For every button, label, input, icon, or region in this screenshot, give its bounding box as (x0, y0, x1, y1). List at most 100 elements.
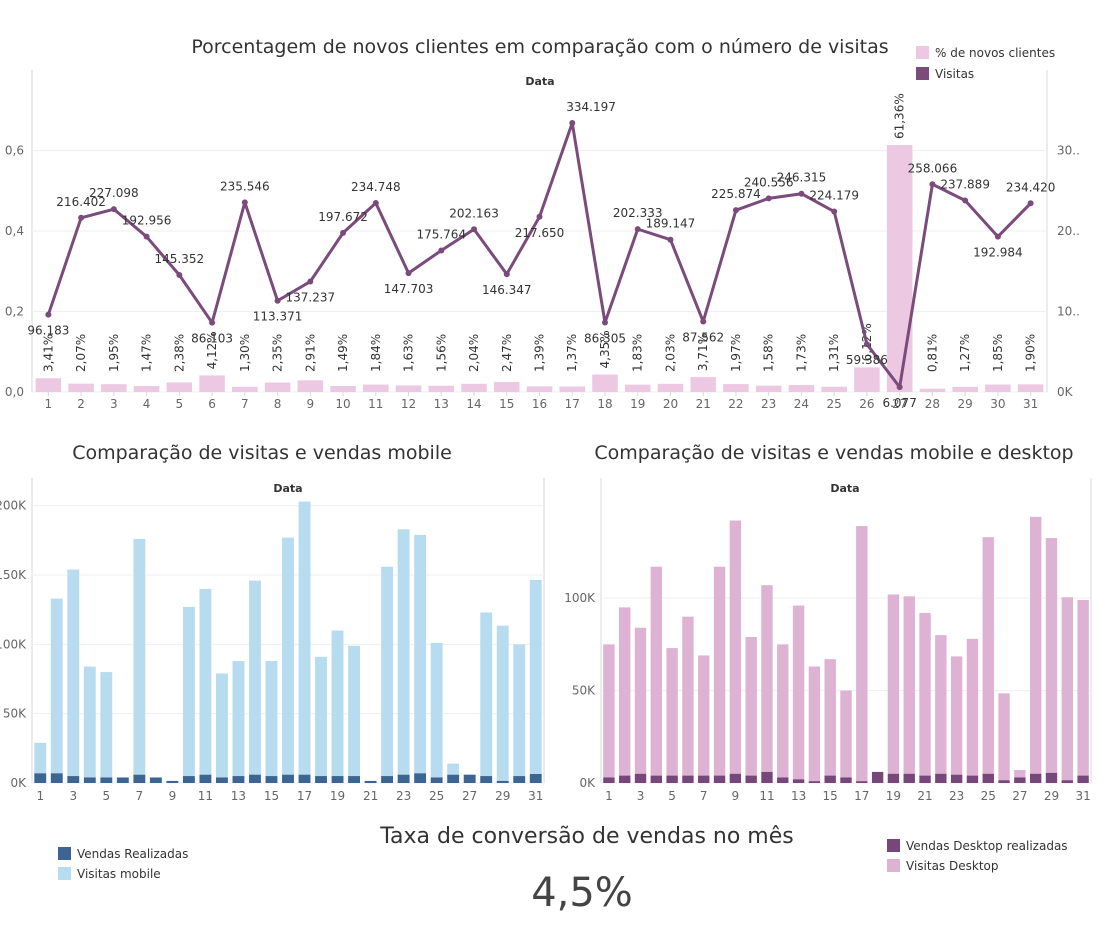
mobile-visits-bar (496, 625, 509, 781)
top-x-tick-label: 14 (466, 397, 481, 411)
top-visitas-point (340, 229, 347, 236)
desktop-y-tick-label: 50K (572, 684, 596, 698)
top-bar (526, 386, 553, 392)
desktop-x-tick-label: 7 (700, 789, 708, 803)
desktop-chart-legend[interactable]: Vendas Desktop realizadas Visitas Deskto… (887, 839, 1068, 873)
mobile-x-tick-label: 11 (198, 789, 213, 803)
top-x-tick-label: 5 (176, 397, 184, 411)
top-x-tick-label: 18 (597, 397, 612, 411)
mobile-sales-bar (232, 776, 245, 783)
mobile-y-tick-label: 0K (10, 776, 27, 790)
desktop-visits-bar (634, 627, 647, 774)
top-bar-label: 2,04% (467, 334, 481, 372)
top-chart-legend[interactable]: % de novos clientes Visitas (916, 46, 1055, 81)
desktop-sales-bar (1077, 775, 1089, 783)
top-bar (919, 388, 946, 392)
top-visitas-label: 146.347 (482, 283, 532, 297)
desktop-sales-bar (682, 775, 694, 783)
mobile-y-tick-label: 200K (0, 499, 27, 513)
top-bar (363, 384, 389, 392)
desktop-x-tick-label: 1 (605, 789, 613, 803)
top-visitas-point (962, 197, 969, 204)
top-x-tick-label: 20 (663, 397, 678, 411)
top-right-tick-label: 0K (1057, 385, 1074, 399)
top-left-tick-label: 0,2 (5, 305, 24, 319)
mobile-visits-bar (100, 672, 113, 778)
top-x-tick-label: 21 (696, 397, 711, 411)
mobile-x-tick-label: 13 (231, 789, 246, 803)
top-bar (1017, 384, 1044, 392)
top-chart-x-axis-title: Data (525, 75, 554, 88)
top-x-tick-label: 29 (958, 397, 973, 411)
top-x-tick-label: 9 (306, 397, 314, 411)
top-x-tick-label: 12 (401, 397, 416, 411)
mobile-visits-bar (199, 588, 212, 775)
desktop-chart-x-axis-title: Data (830, 482, 859, 495)
top-visitas-point (634, 226, 641, 233)
mobile-sales-bar (215, 777, 228, 783)
mobile-visits-bar (67, 569, 80, 777)
top-visitas-label: 86.103 (191, 332, 233, 346)
desktop-sales-bar (603, 777, 615, 783)
top-visitas-point (78, 214, 85, 221)
mobile-chart-legend[interactable]: Vendas Realizadas Visitas mobile (58, 847, 188, 881)
top-visitas-label: 86.305 (584, 332, 626, 346)
top-bar-label: 1,95% (107, 334, 121, 372)
top-x-tick-label: 28 (925, 397, 940, 411)
desktop-chart-title: Comparação de visitas e vendas mobile e … (594, 442, 1073, 464)
desktop-visits-bar (698, 655, 710, 776)
top-x-tick-label: 19 (630, 397, 645, 411)
mobile-visits-bar (315, 656, 327, 777)
top-visitas-point (896, 384, 903, 391)
top-x-tick-label: 6 (208, 397, 216, 411)
legend-swatch-visitas-desktop (887, 859, 900, 872)
top-bar (428, 385, 455, 392)
top-bar (788, 385, 815, 392)
desktop-sales-bar (919, 775, 931, 783)
mobile-x-tick-label: 29 (495, 789, 510, 803)
desktop-x-tick-label: 23 (949, 789, 964, 803)
top-visitas-point (601, 319, 608, 326)
top-right-tick-label: 30.. (1057, 144, 1080, 158)
top-bar-label: 2,07% (74, 334, 88, 372)
top-x-tick-label: 17 (565, 397, 580, 411)
top-visitas-label: 113.371 (253, 310, 303, 324)
top-visitas-label: 96.183 (27, 324, 69, 338)
desktop-visits-bar (950, 656, 963, 775)
legend-swatch-visitas (916, 67, 929, 80)
top-bar-label: 3,71% (696, 333, 710, 371)
desktop-sales-bar (729, 773, 742, 783)
top-bar-label: 1,97% (729, 334, 743, 372)
mobile-visits-bar (529, 579, 542, 774)
desktop-sales-bar (950, 774, 963, 783)
legend-swatch-vendas-realizadas (58, 847, 71, 860)
desktop-sales-bar (1014, 777, 1026, 783)
top-visitas-label: 6.077 (882, 396, 916, 410)
mobile-chart-x-axis-title: Data (273, 482, 302, 495)
desktop-visits-bar (792, 605, 805, 780)
top-bar-label: 2,91% (303, 334, 317, 372)
desktop-visits-bar (840, 690, 852, 778)
desktop-sales-bar (777, 777, 789, 783)
desktop-visits-bar (1014, 770, 1026, 778)
top-visitas-label: 175.764 (416, 228, 466, 242)
top-x-tick-label: 10 (335, 397, 350, 411)
desktop-x-tick-label: 15 (823, 789, 838, 803)
top-x-tick-label: 25 (827, 397, 842, 411)
mobile-sales-bar (513, 776, 526, 783)
mobile-visits-bar (298, 501, 311, 775)
top-bar-label: 1,90% (1024, 334, 1038, 372)
mobile-sales-bar (83, 777, 96, 783)
top-left-tick-label: 0,6 (5, 144, 24, 158)
top-visitas-point (405, 270, 412, 277)
top-bar-label: 1,37% (565, 334, 579, 372)
top-visitas-label: 224.179 (809, 189, 859, 203)
legend-label-visitas-mobile: Visitas mobile (77, 867, 161, 881)
desktop-visits-bar (887, 594, 900, 774)
desktop-sales-bar (903, 773, 915, 783)
mobile-sales-bar (282, 774, 294, 783)
top-bar (264, 382, 291, 392)
mobile-visits-bar (34, 742, 47, 774)
top-x-tick-label: 3 (110, 397, 118, 411)
top-visitas-label: 137.237 (285, 291, 335, 305)
